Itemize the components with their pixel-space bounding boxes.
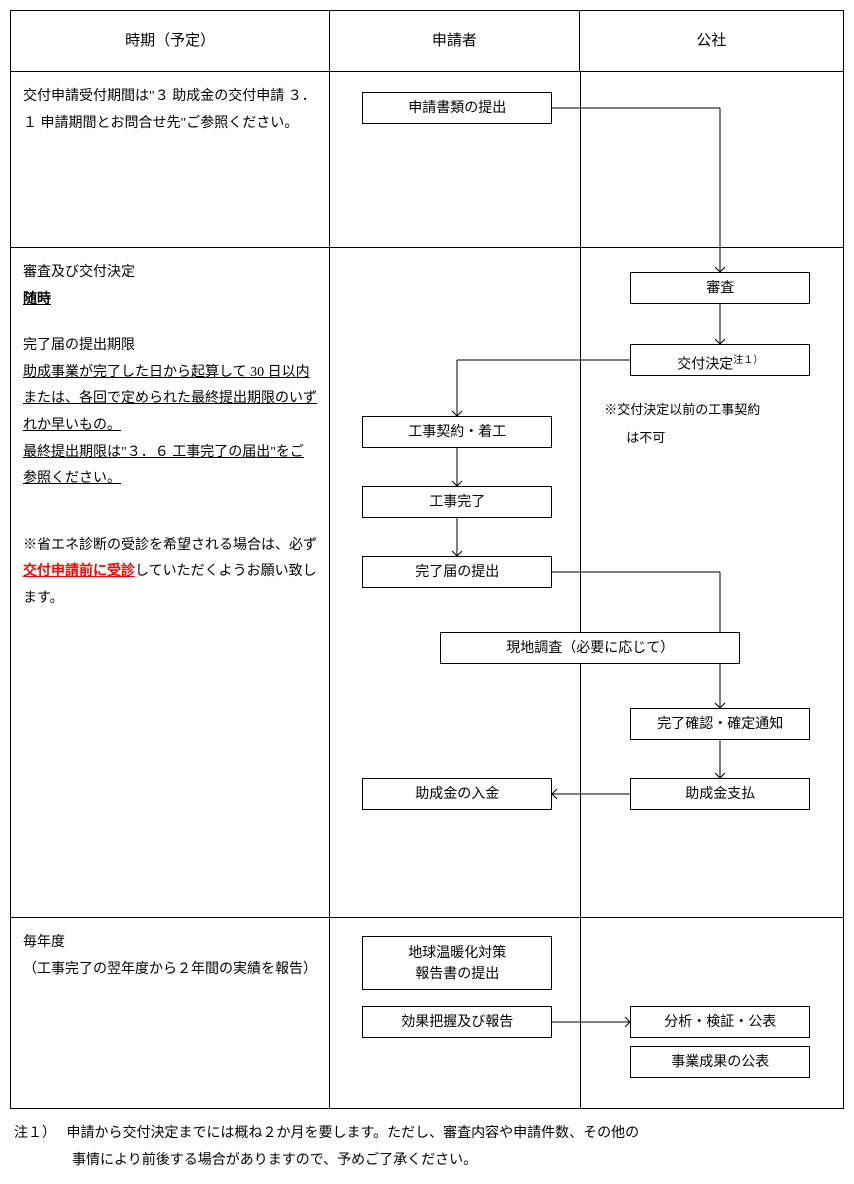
n-analyze: 分析・検証・公表 [630,1006,810,1038]
n-complete: 工事完了 [362,486,552,518]
footnote: 注１） 申請から交付決定までには概ね２か月を要します。ただし、審査内容や申請件数… [10,1121,844,1174]
column-divider [580,248,581,917]
n-payment: 助成金支払 [630,778,810,810]
n-review: 審査 [630,272,810,304]
right-cell-1: 審査交付決定注１） 工事契約・着工工事完了完了届の提出現地調査（必要に応じて） 完了… [330,248,843,917]
inline-note: ※交付決定以前の工事契約 [604,398,760,421]
body-row-2: 毎年度（工事完了の翌年度から２年間の実績を報告）地球温暖化対策報告書の提出効果把… [11,918,843,1108]
n-receive: 助成金の入金 [362,778,552,810]
n-decision: 交付決定注１） [630,344,810,376]
footnote-text-1: 申請から交付決定までには概ね２か月を要します。ただし、審査内容や申請件数、その他… [67,1126,640,1141]
left-cell-0: 交付申請受付期間は"３ 助成金の交付申請 ３．１ 申請期間とお問合せ先"ご参照く… [11,72,330,247]
header-applicant: 申請者 [330,11,579,71]
n-confirm: 完了確認・確定通知 [630,708,810,740]
n-contract: 工事契約・着工 [362,416,552,448]
body-rows: 交付申請受付期間は"３ 助成金の交付申請 ３．１ 申請期間とお問合せ先"ご参照く… [11,72,843,1108]
n-warming: 地球温暖化対策報告書の提出 [362,936,552,990]
n-effect: 効果把握及び報告 [362,1006,552,1038]
n-publish: 事業成果の公表 [630,1046,810,1078]
inline-note: は不可 [626,426,665,449]
header-period: 時期（予定） [11,11,330,71]
left-cell-2: 毎年度（工事完了の翌年度から２年間の実績を報告） [11,918,330,1108]
flowchart-table: 時期（予定） 申請者 公社 交付申請受付期間は"３ 助成金の交付申請 ３．１ 申… [10,10,844,1109]
n-onsite: 現地調査（必要に応じて） [440,632,740,664]
footnote-label: 注１） [14,1126,56,1141]
right-cell-0: 申請書類の提出 [330,72,843,247]
right-cell-2: 地球温暖化対策報告書の提出効果把握及び報告 分析・検証・公表事業成果の公表 [330,918,843,1108]
header-row: 時期（予定） 申請者 公社 [11,11,843,72]
n-report: 完了届の提出 [362,556,552,588]
body-row-1: 審査及び交付決定随時完了届の提出期限助成事業が完了した日から起算して 30 日以… [11,248,843,918]
column-divider [580,72,581,247]
n-submit-docs: 申請書類の提出 [362,92,552,124]
left-cell-1: 審査及び交付決定随時完了届の提出期限助成事業が完了した日から起算して 30 日以… [11,248,330,917]
column-divider [580,918,581,1108]
body-row-0: 交付申請受付期間は"３ 助成金の交付申請 ３．１ 申請期間とお問合せ先"ご参照く… [11,72,843,248]
footnote-text-2: 事情により前後する場合がありますので、予めご了承ください。 [72,1148,844,1175]
header-corp: 公社 [580,11,843,71]
